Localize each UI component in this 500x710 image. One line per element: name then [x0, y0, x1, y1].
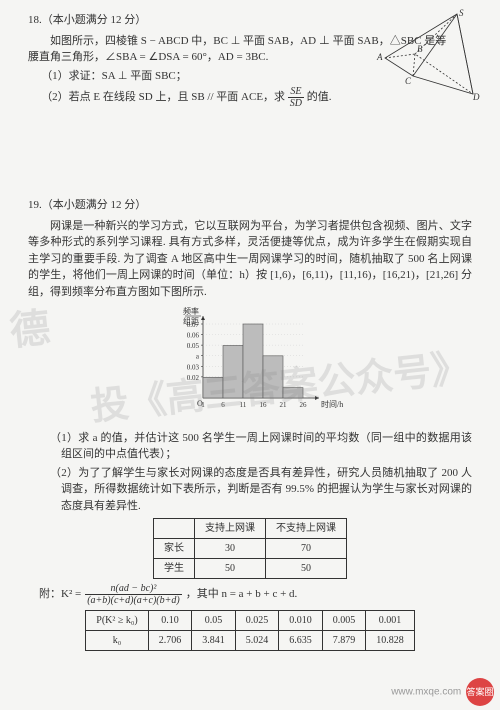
svg-text:21: 21 [280, 401, 288, 409]
svg-text:0.07: 0.07 [187, 321, 200, 329]
svg-text:S: S [459, 8, 464, 18]
svg-text:0.06: 0.06 [187, 332, 200, 340]
pyramid-figure: S A B C D [375, 8, 480, 103]
fraction-numerator: SE [288, 86, 304, 98]
svg-text:A: A [376, 52, 383, 62]
svg-text:O: O [197, 399, 203, 408]
corner-logo-icon: 答案圈 [466, 678, 494, 706]
corner-branding: www.mxqe.com 答案圈 [391, 678, 494, 706]
svg-text:6: 6 [221, 401, 225, 409]
formula-suffix: ，其中 n = a + b + c + d. [186, 586, 298, 603]
problem-19-heading: 19.（本小题满分 12 分） [28, 197, 472, 214]
svg-text:B: B [417, 44, 423, 54]
problem-18-q2-text-a: （2）若点 E 在线段 SD 上，且 SB // 平面 ACE，求 [41, 91, 285, 103]
problem-19-q1: （1）求 a 的值，并估计这 500 名学生一周上网课时间的平均数（同一组中的数… [28, 430, 472, 463]
formula-denominator: (a+b)(c+d)(a+c)(b+d) [85, 595, 182, 606]
svg-text:频率: 频率 [183, 306, 199, 316]
svg-text:26: 26 [300, 401, 308, 409]
critical-values-table: P(K² ≥ k₀)0.100.050.0250.0100.0050.001k₀… [85, 610, 414, 651]
problem-19-para1: 网课是一种新兴的学习方式，它以互联网为平台，为学习者提供包含视频、图片、文字等多… [28, 218, 472, 301]
survey-table: 支持上网课不支持上网课家长3070学生5050 [153, 518, 347, 579]
svg-text:11: 11 [240, 401, 247, 409]
svg-text:0.03: 0.03 [187, 363, 200, 371]
svg-text:a: a [196, 353, 200, 361]
svg-text:0.02: 0.02 [187, 374, 200, 382]
formula-fraction: n(ad − bc)² (a+b)(c+d)(a+c)(b+d) [85, 583, 182, 606]
svg-text:0.05: 0.05 [187, 342, 200, 350]
svg-text:C: C [405, 76, 412, 86]
formula-numerator: n(ad − bc)² [85, 583, 182, 595]
corner-url: www.mxqe.com [391, 687, 461, 698]
svg-text:16: 16 [260, 401, 268, 409]
problem-19: 19.（本小题满分 12 分） 网课是一种新兴的学习方式，它以互联网为平台，为学… [28, 197, 472, 651]
fraction-denominator: SD [288, 98, 304, 109]
histogram-chart: 频率组距0.070.060.05a0.030.021611162126时间/hO [28, 306, 472, 422]
svg-text:D: D [472, 92, 480, 102]
svg-text:时间/h: 时间/h [321, 399, 343, 409]
problem-18-q2-text-b: 的值. [307, 91, 332, 103]
formula-prefix: 附：K² = [39, 586, 81, 603]
chi-square-formula: 附：K² = n(ad − bc)² (a+b)(c+d)(a+c)(b+d) … [28, 583, 472, 606]
problem-19-q2: （2）为了了解学生与家长对网课的态度是否具有差异性，研究人员随机抽取了 200 … [28, 465, 472, 515]
problem-18-fraction: SE SD [288, 86, 304, 109]
